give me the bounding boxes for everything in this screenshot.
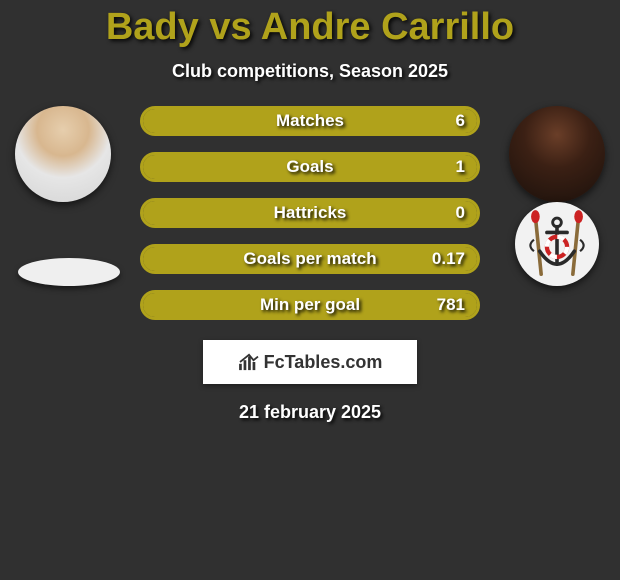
stat-label: Goals per match (243, 249, 376, 269)
right-club-badge (515, 202, 599, 286)
site-logo-box: FcTables.com (203, 340, 417, 384)
bar-chart-icon (238, 353, 260, 371)
date-text: 21 february 2025 (0, 402, 620, 423)
stat-bar-hattricks: Hattricks 0 (140, 198, 480, 228)
stat-value: 1 (456, 157, 465, 177)
page-subtitle: Club competitions, Season 2025 (0, 61, 620, 82)
stat-value: 0.17 (432, 249, 465, 269)
right-player-col (502, 106, 612, 286)
stat-label: Hattricks (274, 203, 347, 223)
left-player-col (8, 106, 118, 316)
stat-label: Goals (286, 157, 333, 177)
site-logo-text: FcTables.com (264, 352, 383, 373)
left-club-badge (18, 226, 108, 316)
blank-oval-badge (18, 258, 120, 286)
stats-column: Matches 6 Goals 1 Hattricks 0 Goals per … (126, 106, 494, 320)
compare-row: Matches 6 Goals 1 Hattricks 0 Goals per … (0, 106, 620, 320)
stat-label: Min per goal (260, 295, 360, 315)
stat-label: Matches (276, 111, 344, 131)
right-player-avatar (509, 106, 605, 202)
stat-bar-min-per-goal: Min per goal 781 (140, 290, 480, 320)
stat-bar-matches: Matches 6 (140, 106, 480, 136)
comparison-page: Bady vs Andre Carrillo Club competitions… (0, 0, 620, 580)
site-logo: FcTables.com (238, 352, 383, 373)
stat-bar-goals: Goals 1 (140, 152, 480, 182)
left-player-avatar (15, 106, 111, 202)
corinthians-crest-icon (521, 208, 593, 280)
stat-value: 781 (437, 295, 465, 315)
stat-bar-goals-per-match: Goals per match 0.17 (140, 244, 480, 274)
stat-value: 0 (456, 203, 465, 223)
page-title: Bady vs Andre Carrillo (0, 6, 620, 49)
stat-value: 6 (456, 111, 465, 131)
